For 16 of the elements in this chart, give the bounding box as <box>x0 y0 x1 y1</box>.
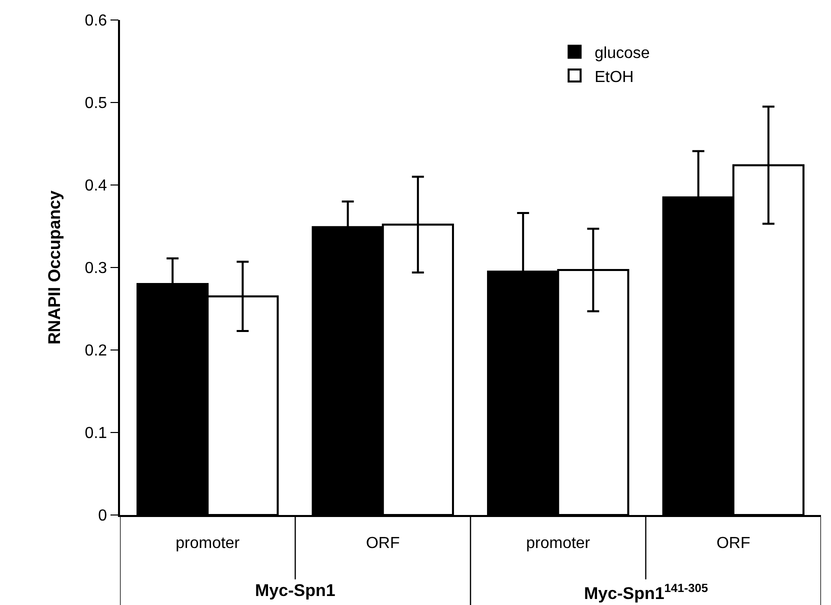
text: Myc-Spn1 <box>255 581 336 600</box>
y-tick-label: 0.2 <box>84 342 108 360</box>
legend-label: glucose <box>594 44 650 62</box>
y-tick-label: 0.3 <box>84 260 108 278</box>
x-tick-label: promoter <box>526 534 591 552</box>
y-tick-label: 0 <box>98 508 108 525</box>
y-tick-label: 0.5 <box>84 95 108 112</box>
x-tick-label: ORF <box>716 534 750 552</box>
y-tick-label: 0.1 <box>84 425 108 442</box>
x-tick-label: ORF <box>366 534 400 552</box>
legend-label: EtOH <box>594 68 634 86</box>
x-tick-label: promoter <box>176 534 240 552</box>
y-axis-title: RNAPII Occupancy <box>44 190 64 344</box>
text: Myc-Spn1$^{141-305}$ <box>584 581 708 604</box>
y-tick-label: 0.4 <box>84 178 108 195</box>
y-tick-label: 0.6 <box>84 12 108 30</box>
